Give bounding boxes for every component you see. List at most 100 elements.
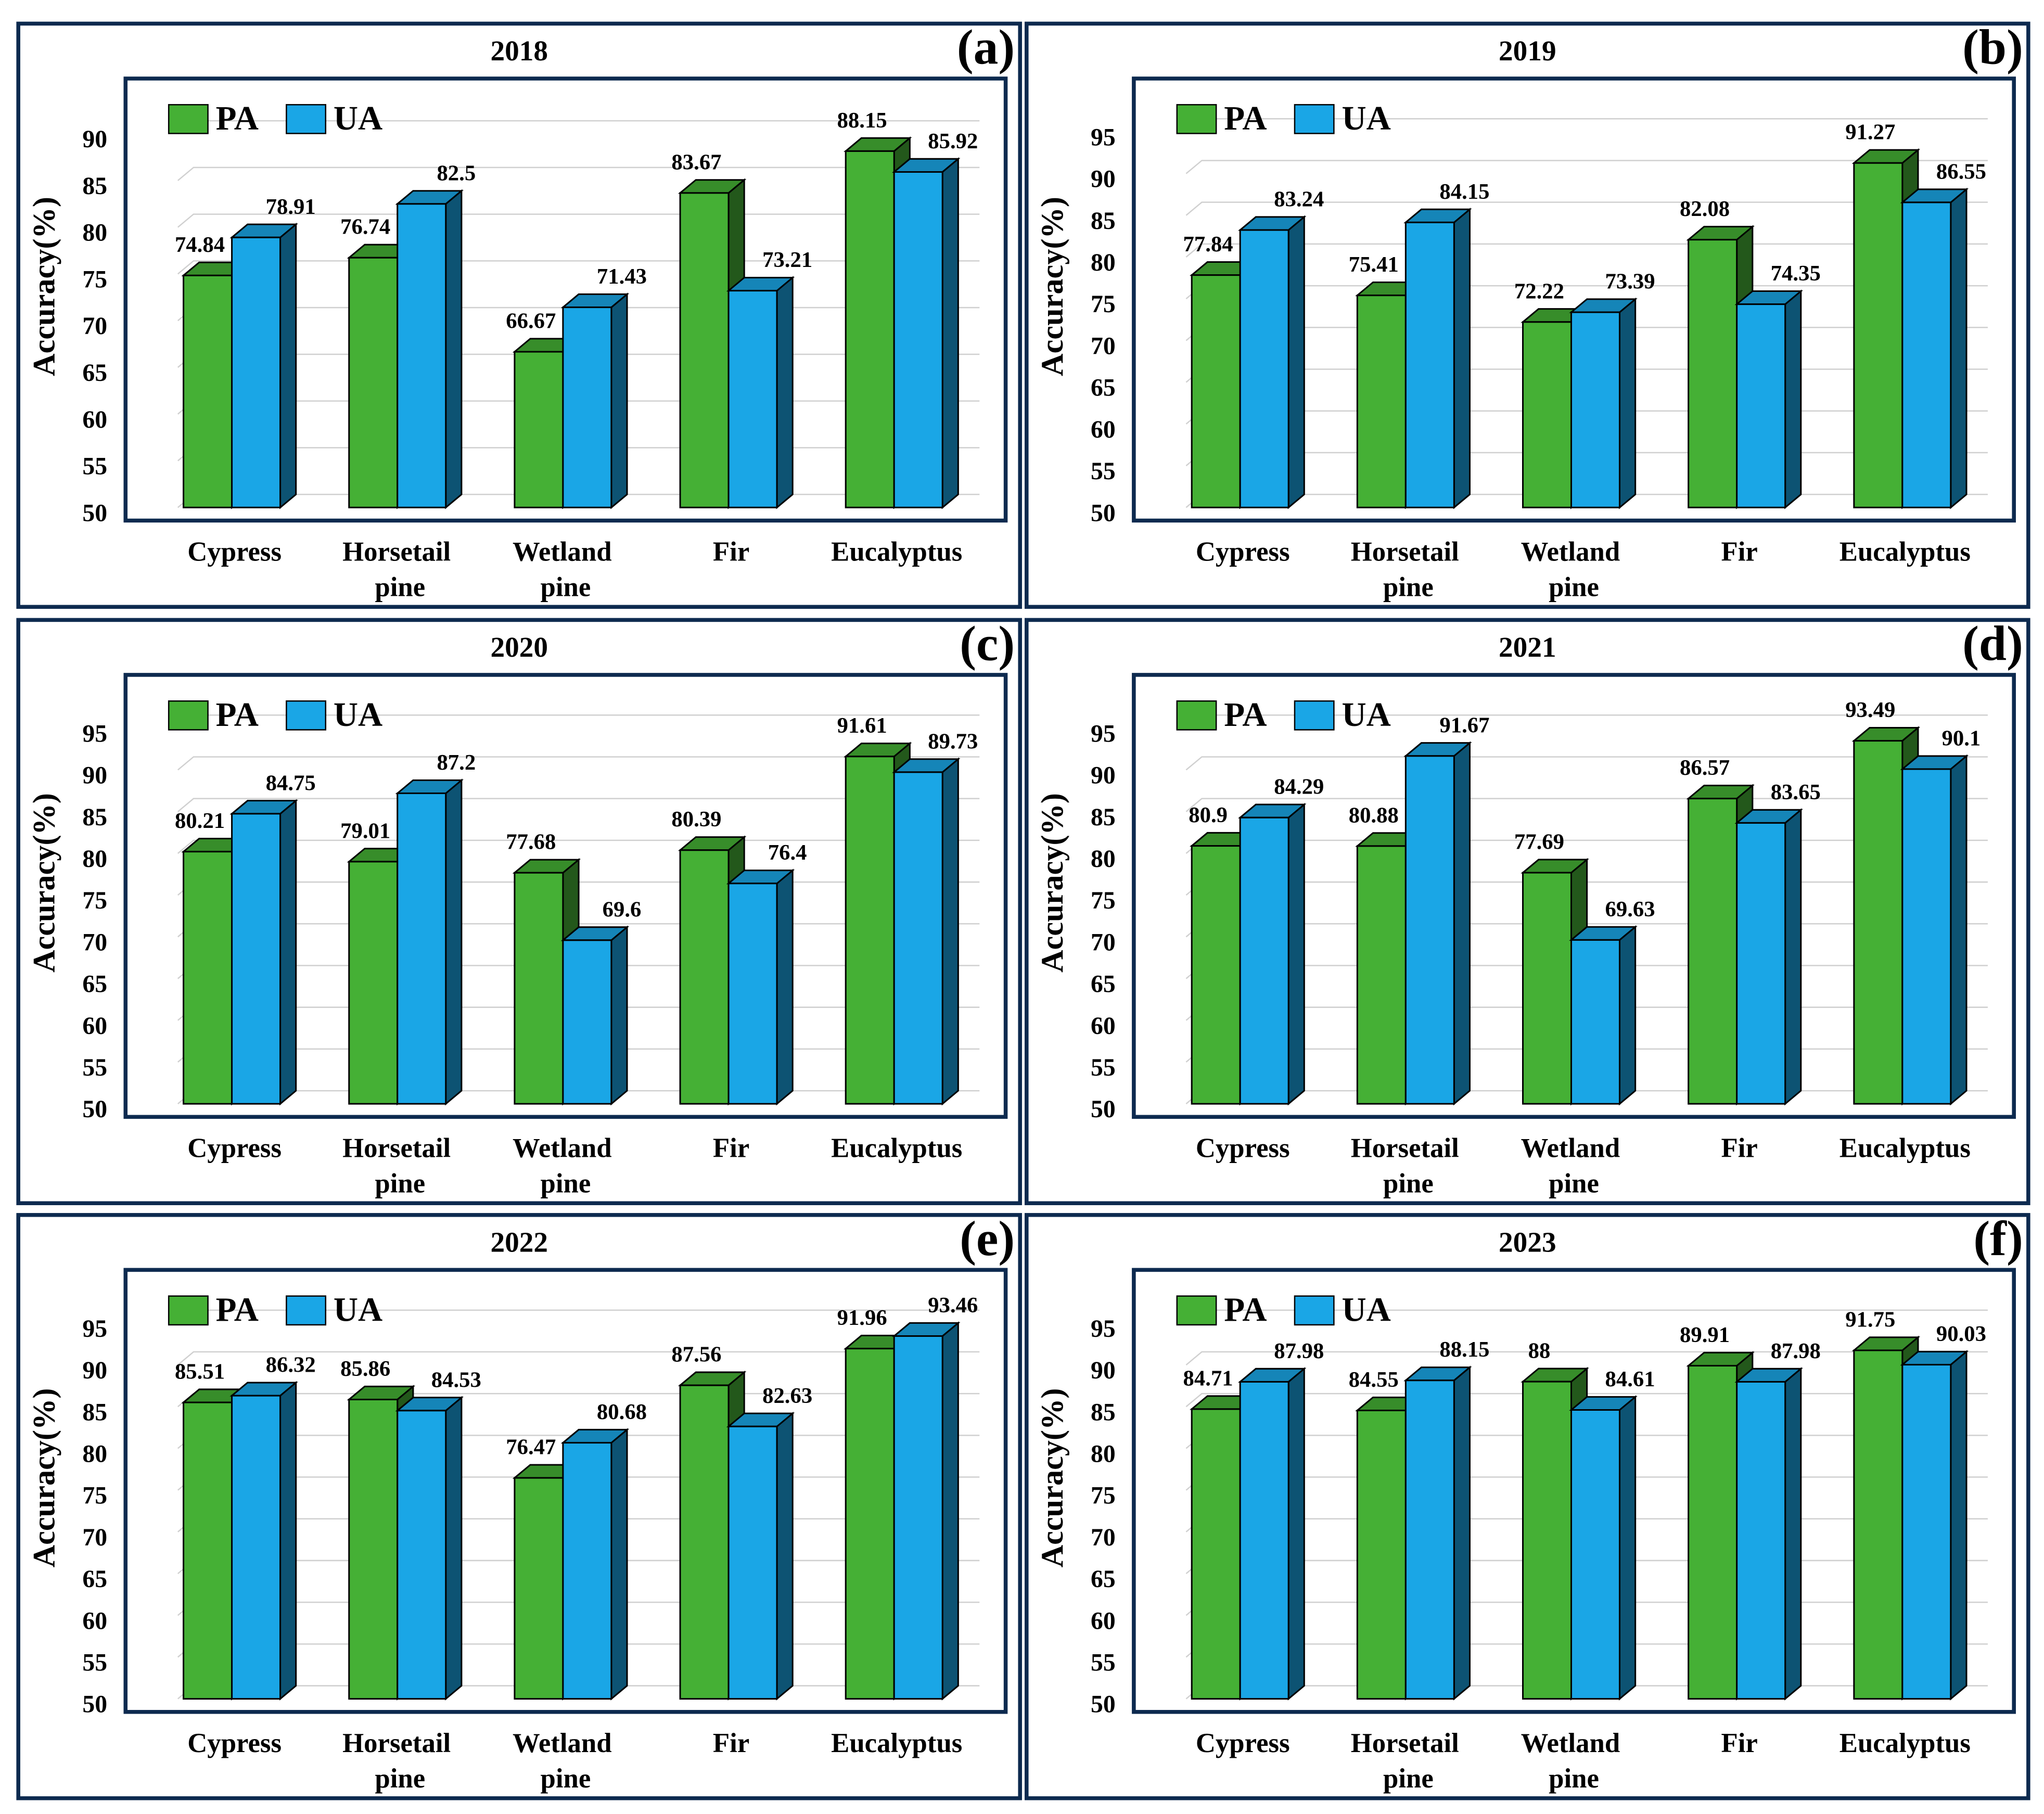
y-tick-label: 90 xyxy=(82,762,107,789)
bar xyxy=(1403,1365,1472,1701)
data-label: 77.84 xyxy=(1183,232,1233,257)
data-label: 88 xyxy=(1528,1339,1551,1363)
bar-side xyxy=(776,1411,794,1701)
bar-side xyxy=(1950,1350,1968,1701)
data-label: 79.01 xyxy=(340,819,390,843)
chart-panel: 2018 (a) Accuracy(%) 50 55 60 65 70 75 80 85 90 Cypr… xyxy=(16,20,1022,609)
bar-front xyxy=(1191,274,1241,508)
legend-label: PA xyxy=(216,696,259,734)
bar-front xyxy=(1901,201,1952,508)
x-tick-label: Horsetail pine xyxy=(342,1728,457,1794)
data-label: 84.75 xyxy=(266,771,316,795)
legend-swatch xyxy=(1294,104,1335,134)
bar xyxy=(395,1396,464,1701)
bar-side xyxy=(1453,1365,1471,1701)
x-tick-label: Eucalyptus xyxy=(831,537,962,567)
data-label: 82.08 xyxy=(1680,197,1730,221)
data-label: 84.53 xyxy=(431,1368,481,1392)
bar xyxy=(1569,297,1638,509)
data-label: 86.32 xyxy=(266,1353,316,1377)
x-tick-label: Horsetail pine xyxy=(1351,1728,1466,1794)
data-label: 93.49 xyxy=(1845,698,1895,722)
y-axis-label: Accuracy(%) xyxy=(1035,1388,1070,1568)
y-axis-label: Accuracy(%) xyxy=(1035,793,1070,973)
x-tick-label: Horsetail pine xyxy=(342,537,457,603)
bar-front xyxy=(845,1348,895,1700)
bar-front xyxy=(1853,162,1904,508)
legend-label: PA xyxy=(1224,696,1267,734)
x-tick-label: Cypress xyxy=(187,1728,282,1758)
y-tick-label: 90 xyxy=(82,1357,107,1384)
chart-title: 2020 xyxy=(490,631,548,663)
data-label: 66.67 xyxy=(506,309,556,334)
grid-line xyxy=(1185,201,1988,216)
x-tick-label: Horsetail pine xyxy=(1351,1133,1466,1199)
legend-swatch xyxy=(286,1295,327,1326)
y-tick-label: 90 xyxy=(1091,165,1116,193)
panel-border xyxy=(16,618,1022,1205)
grid-line xyxy=(1185,756,1988,771)
y-tick-label: 80 xyxy=(82,1440,107,1467)
bar xyxy=(892,157,961,509)
legend-label: PA xyxy=(216,100,259,137)
chart-panel: 2021 (d) Accuracy(%) 50 55 60 65 70 75 80 85 90 95 Cy… xyxy=(1025,616,2030,1205)
bar-front xyxy=(1570,1409,1621,1700)
bar-front xyxy=(183,274,233,508)
data-label: 82.63 xyxy=(762,1384,812,1408)
bar xyxy=(1900,1350,1969,1701)
y-tick-label: 60 xyxy=(82,1012,107,1040)
data-label: 69.63 xyxy=(1605,897,1655,922)
bar-side xyxy=(279,799,297,1106)
plot-frame xyxy=(1132,673,2016,1119)
y-tick-label: 85 xyxy=(82,803,107,831)
bar-side xyxy=(445,189,463,509)
bar-front xyxy=(348,257,399,508)
grid-line xyxy=(177,756,980,771)
data-label: 71.43 xyxy=(597,264,647,289)
bar-front xyxy=(514,872,564,1105)
bar-front xyxy=(727,883,778,1105)
y-tick-label: 95 xyxy=(1091,1315,1116,1343)
y-tick-label: 95 xyxy=(82,1315,107,1343)
y-tick-label: 55 xyxy=(1091,457,1116,485)
bar-front xyxy=(1522,1381,1573,1700)
x-tick-label: Fir xyxy=(713,1728,749,1758)
y-tick-label: 70 xyxy=(82,312,107,340)
data-label: 84.61 xyxy=(1605,1367,1655,1391)
panel-border xyxy=(16,1213,1022,1800)
bar xyxy=(229,1381,298,1701)
data-label: 90.03 xyxy=(1936,1322,1986,1346)
legend-label: PA xyxy=(1224,1291,1267,1328)
x-tick-label: Wetland pine xyxy=(513,1728,619,1794)
bar-front xyxy=(514,1477,564,1700)
x-tick-label: Cypress xyxy=(187,537,282,567)
grid-line xyxy=(177,798,980,812)
panel-border xyxy=(1025,21,2030,609)
data-label: 83.24 xyxy=(1274,187,1324,212)
y-tick-label: 50 xyxy=(1091,499,1116,527)
grid-line xyxy=(1185,160,1988,174)
bar xyxy=(726,868,795,1106)
y-tick-label: 75 xyxy=(1091,1482,1116,1510)
data-label: 87.56 xyxy=(671,1343,721,1367)
bar-side xyxy=(1950,187,1968,509)
data-label: 76.47 xyxy=(506,1435,556,1460)
bar xyxy=(1569,1395,1638,1701)
legend-swatch xyxy=(286,700,327,731)
bar-front xyxy=(1191,845,1241,1105)
chart-panel: 2020 (c) Accuracy(%) 50 55 60 65 70 75 80 85 90 95 Cy… xyxy=(16,616,1022,1205)
y-tick-label: 50 xyxy=(82,499,107,527)
bar-front xyxy=(1239,816,1289,1105)
data-label: 85.51 xyxy=(175,1360,225,1384)
y-tick-label: 95 xyxy=(82,720,107,747)
chart-title: 2022 xyxy=(490,1226,548,1258)
data-label: 80.9 xyxy=(1189,803,1228,827)
bar-side xyxy=(445,1396,463,1701)
y-tick-label: 55 xyxy=(82,1649,107,1677)
data-label: 80.39 xyxy=(671,807,721,832)
chart-title: 2019 xyxy=(1499,35,1556,67)
legend-label: PA xyxy=(216,1291,259,1328)
bar xyxy=(1569,925,1638,1106)
legend-swatch xyxy=(1176,700,1217,731)
